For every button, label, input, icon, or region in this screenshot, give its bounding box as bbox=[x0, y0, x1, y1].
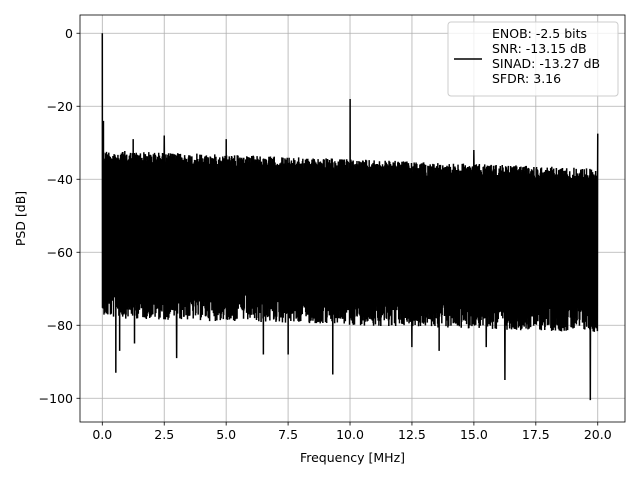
legend-entry-text: ENOB: -2.5 bits SNR: -13.15 dB SINAD: -13.… bbox=[492, 26, 600, 86]
y-tick-label: −20 bbox=[47, 99, 73, 114]
x-axis-ticks: 0.0 2.5 5.0 7.5 10.0 12.5 15.0 17.5 20.0 bbox=[92, 422, 612, 442]
y-tick-label: −60 bbox=[47, 245, 73, 260]
legend-entry-line: SFDR: 3.16 bbox=[492, 71, 561, 86]
legend: ENOB: -2.5 bits SNR: -13.15 dB SINAD: -13.… bbox=[447, 21, 619, 97]
x-tick-label: 5.0 bbox=[216, 427, 236, 442]
plot-frame bbox=[79, 14, 626, 423]
y-tick-label: −40 bbox=[47, 172, 73, 187]
x-tick-label: 7.5 bbox=[278, 427, 298, 442]
y-axis-label: PSD [dB] bbox=[13, 191, 28, 246]
y-axis-ticks: 0 −20 −40 −60 −80 −100 bbox=[39, 26, 80, 406]
psd-series-group bbox=[101, 33, 599, 401]
legend-entry-line: SNR: -13.15 dB bbox=[492, 41, 587, 56]
x-tick-label: 12.5 bbox=[398, 427, 426, 442]
legend-entry-line: SINAD: -13.27 dB bbox=[492, 56, 600, 71]
x-tick-label: 17.5 bbox=[522, 427, 550, 442]
legend-entry-line: ENOB: -2.5 bits bbox=[492, 26, 587, 41]
psd-series-line bbox=[101, 33, 599, 401]
x-tick-label: 20.0 bbox=[584, 427, 612, 442]
x-tick-label: 0.0 bbox=[92, 427, 112, 442]
x-axis-label: Frequency [MHz] bbox=[300, 450, 405, 465]
x-tick-label: 2.5 bbox=[154, 427, 174, 442]
y-tick-label: −80 bbox=[47, 318, 73, 333]
y-tick-label: −100 bbox=[39, 391, 73, 406]
y-tick-label: 0 bbox=[65, 26, 73, 41]
x-tick-label: 15.0 bbox=[460, 427, 488, 442]
x-tick-label: 10.0 bbox=[336, 427, 364, 442]
legend-box bbox=[447, 21, 619, 97]
